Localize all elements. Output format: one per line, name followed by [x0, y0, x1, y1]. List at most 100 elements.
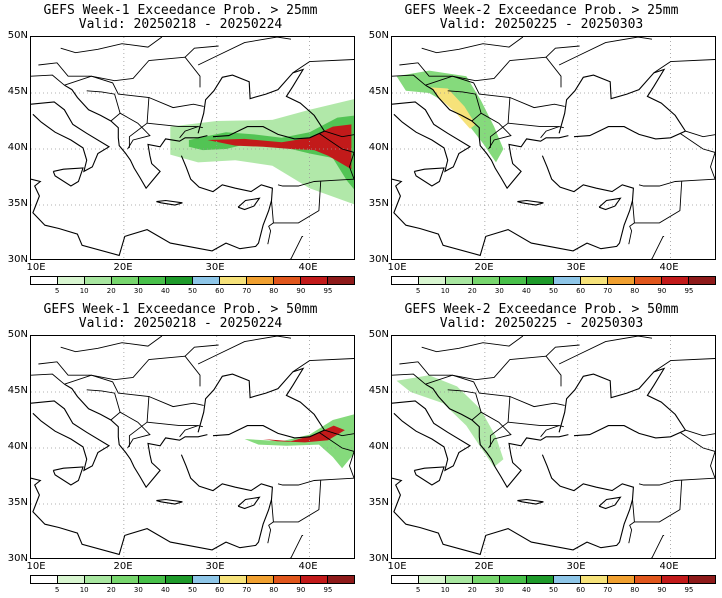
latitude-tick-label: 30N: [7, 254, 28, 265]
latitude-tick-label: 30N: [368, 553, 389, 564]
coastline: [197, 68, 326, 140]
coastline: [517, 498, 544, 505]
colorbar-swatch: [301, 576, 328, 583]
colorbar-label: 70: [242, 586, 252, 594]
coastline: [598, 197, 622, 211]
colorbar: [391, 276, 716, 285]
panel-title: GEFS Week-1 Exceedance Prob. > 50mm: [43, 302, 318, 317]
colorbar-label: 80: [269, 287, 279, 295]
country-border: [634, 480, 683, 523]
colorbar-swatch: [662, 576, 689, 583]
coastline: [64, 84, 208, 190]
colorbar-label: 30: [133, 287, 143, 295]
longitude-tick-label: 10E: [26, 561, 46, 572]
latitude-tick-label: 50N: [368, 30, 389, 41]
country-border: [447, 90, 482, 122]
coastline: [425, 383, 569, 489]
colorbar-label: 90: [296, 287, 306, 295]
colorbar-swatch: [247, 277, 274, 284]
country-border: [86, 389, 121, 421]
country-border: [119, 112, 151, 150]
panel-valid-dates: Valid: 20250225 - 20250303: [439, 17, 644, 32]
coastline: [392, 101, 472, 173]
colorbar-label: 80: [269, 586, 279, 594]
colorbar-swatch: [193, 277, 220, 284]
colorbar-swatch: [166, 277, 193, 284]
coastline: [64, 383, 208, 489]
colorbar-swatch: [419, 277, 446, 284]
latitude-tick-label: 35N: [368, 497, 389, 508]
country-border: [267, 200, 274, 245]
country-border: [38, 62, 92, 77]
country-border: [197, 37, 292, 66]
map-canvas: [392, 37, 715, 259]
colorbar-swatch: [581, 277, 608, 284]
country-border: [545, 344, 580, 357]
map-frame: [30, 36, 355, 260]
country-border: [119, 411, 151, 449]
colorbar-label: 40: [521, 287, 531, 295]
colorbar-label: 50: [549, 287, 558, 295]
country-border: [179, 126, 203, 139]
country-border: [324, 429, 354, 437]
colorbar-label: 90: [296, 586, 306, 594]
country-border: [508, 122, 560, 128]
colorbar-label: 30: [133, 586, 143, 594]
country-border: [653, 358, 715, 373]
country-border: [399, 62, 453, 77]
country-border: [318, 132, 354, 153]
colorbar-label: 95: [684, 287, 694, 295]
colorbar: [391, 575, 716, 584]
country-border: [197, 336, 292, 365]
latitude-tick-label: 50N: [7, 329, 28, 340]
colorbar-swatch: [85, 576, 112, 583]
map-canvas: [31, 37, 354, 259]
country-border: [480, 411, 512, 449]
country-border: [184, 45, 219, 58]
country-border: [509, 97, 565, 109]
latitude-tick-label: 40N: [368, 142, 389, 153]
longitude-tick-label: 30E: [205, 262, 225, 273]
coastline: [237, 496, 261, 510]
colorbar-swatch: [139, 277, 166, 284]
longitude-tick-label: 30E: [566, 561, 586, 572]
longitude-tick-label: 40E: [659, 561, 679, 572]
colorbar-swatch: [139, 576, 166, 583]
colorbar-swatch: [392, 576, 419, 583]
coastline: [237, 197, 261, 211]
country-border: [392, 373, 426, 385]
colorbar-swatch: [689, 277, 715, 284]
panel-title: GEFS Week-1 Exceedance Prob. > 25mm: [43, 3, 318, 18]
map-frame: [391, 335, 716, 559]
colorbar-swatch: [662, 277, 689, 284]
colorbar-swatch: [166, 576, 193, 583]
country-border: [277, 152, 354, 187]
latitude-tick-label: 40N: [7, 441, 28, 452]
longitude-tick-label: 40E: [659, 262, 679, 273]
colorbar: [30, 276, 355, 285]
country-border: [508, 421, 560, 427]
colorbar-swatch: [527, 277, 554, 284]
map-panel-1: GEFS Week-1 Exceedance Prob. > 25mm Valid…: [0, 0, 361, 299]
country-border: [638, 152, 715, 187]
colorbar-label: 95: [323, 287, 333, 295]
coastline: [413, 167, 445, 187]
country-border: [638, 451, 715, 486]
colorbar-label: 40: [160, 287, 170, 295]
country-border: [148, 396, 204, 408]
colorbar-swatch: [392, 277, 419, 284]
country-border: [91, 374, 150, 447]
colorbar-label: 10: [79, 287, 89, 295]
panel-title: GEFS Week-2 Exceedance Prob. > 50mm: [404, 302, 679, 317]
colorbar: [30, 575, 355, 584]
latitude-tick-label: 45N: [7, 385, 28, 396]
longitude-tick-label: 20E: [113, 262, 133, 273]
colorbar-swatch: [500, 576, 527, 583]
country-border: [64, 56, 201, 88]
country-border: [628, 200, 635, 245]
country-border: [324, 130, 354, 138]
colorbar-swatch: [419, 576, 446, 583]
colorbar-swatch: [500, 277, 527, 284]
colorbar-swatch: [608, 277, 635, 284]
country-border: [31, 373, 65, 385]
